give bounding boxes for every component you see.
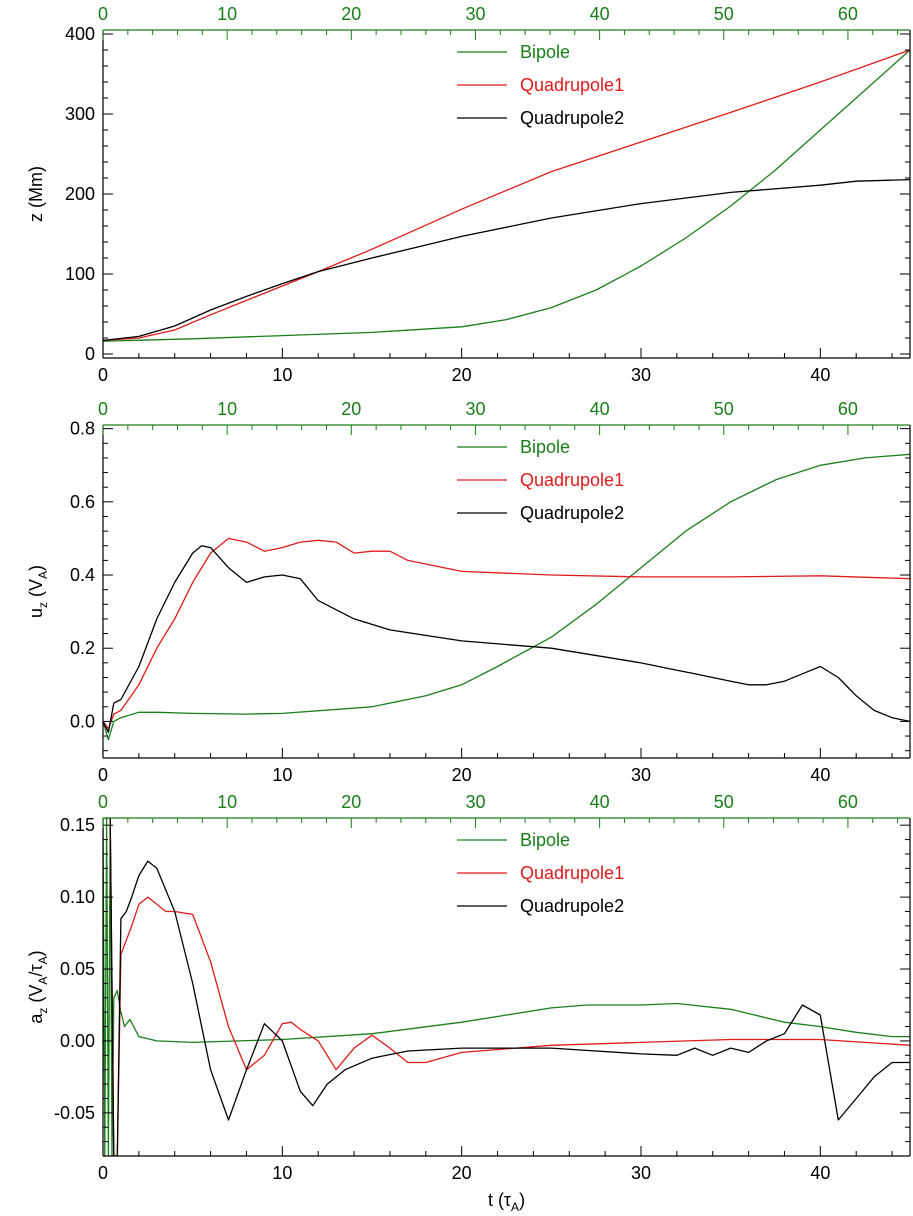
top-x-tick-label: 40 [590, 399, 610, 419]
legend-label-quadrupole1: Quadrupole1 [520, 75, 624, 95]
y-tick-label: 0.0 [70, 711, 95, 731]
legend-label-bipole: Bipole [520, 42, 570, 62]
y-tick-label: 0.2 [70, 638, 95, 658]
y-tick-label: 0.4 [70, 565, 95, 585]
series-line-quadrupole1 [103, 818, 910, 1156]
x-tick-label: 10 [272, 765, 292, 785]
series-line-quadrupole2 [103, 545, 910, 734]
legend-label-quadrupole2: Quadrupole2 [520, 108, 624, 128]
top-x-tick-label: 30 [465, 792, 485, 812]
legend-label-quadrupole1: Quadrupole1 [520, 470, 624, 490]
series-line-quadrupole1 [103, 537, 910, 730]
y-tick-label: 0.00 [60, 1031, 95, 1051]
y-tick-label: 0 [85, 344, 95, 364]
y-axis-label: az (VA/τA) [26, 950, 50, 1023]
x-axis-label: t (τA) [488, 1190, 525, 1214]
top-x-tick-label: 50 [714, 4, 734, 24]
top-x-tick-label: 0 [98, 4, 108, 24]
y-tick-label: 0.8 [70, 419, 95, 439]
x-tick-label: 20 [452, 765, 472, 785]
y-tick-label: 0.10 [60, 887, 95, 907]
legend-label-bipole: Bipole [520, 830, 570, 850]
top-x-tick-label: 10 [217, 399, 237, 419]
x-tick-label: 0 [98, 765, 108, 785]
series-line-bipole [103, 49, 910, 342]
legend-label-quadrupole2: Quadrupole2 [520, 896, 624, 916]
y-axis-label: uz (VA) [26, 565, 50, 618]
series-line-quadrupole1 [103, 49, 910, 342]
series-line-quadrupole2 [103, 178, 910, 342]
y-tick-label: 0.15 [60, 815, 95, 835]
top-x-tick-label: 50 [714, 792, 734, 812]
chart-panel-2: 0 10 20 30 40 0 10 20 30 40 50 60 0.0 0.2 0.4 0.6 0.8 uz … [26, 399, 911, 785]
top-x-tick-label: 60 [838, 792, 858, 812]
top-x-tick-label: 40 [590, 4, 610, 24]
y-tick-label: -0.05 [54, 1103, 95, 1123]
x-tick-label: 30 [631, 765, 651, 785]
top-x-tick-label: 10 [217, 792, 237, 812]
x-tick-label: 10 [272, 365, 292, 385]
x-tick-label: 0 [98, 1163, 108, 1183]
top-x-tick-label: 60 [838, 399, 858, 419]
top-x-tick-label: 50 [714, 399, 734, 419]
x-tick-label: 20 [452, 1163, 472, 1183]
x-tick-label: 0 [98, 365, 108, 385]
legend-label-quadrupole2: Quadrupole2 [520, 503, 624, 523]
y-tick-label: 0.6 [70, 492, 95, 512]
x-tick-label: 40 [810, 765, 830, 785]
top-x-tick-label: 60 [838, 4, 858, 24]
series-line-bipole [103, 818, 910, 1156]
series-line-quadrupole2 [103, 818, 910, 1156]
x-tick-label: 40 [810, 1163, 830, 1183]
x-tick-label: 40 [810, 365, 830, 385]
top-x-tick-label: 40 [590, 792, 610, 812]
y-tick-label: 100 [65, 264, 95, 284]
top-x-tick-label: 30 [465, 399, 485, 419]
top-x-tick-label: 0 [98, 792, 108, 812]
series-line-bipole [103, 453, 910, 741]
top-x-tick-label: 20 [341, 792, 361, 812]
top-x-tick-label: 10 [217, 4, 237, 24]
y-tick-label: 400 [65, 24, 95, 44]
y-tick-label: 200 [65, 184, 95, 204]
y-axis-label: z (Mm) [26, 166, 46, 222]
x-tick-label: 30 [631, 365, 651, 385]
top-x-tick-label: 20 [341, 4, 361, 24]
legend-label-bipole: Bipole [520, 437, 570, 457]
x-tick-label: 20 [452, 365, 472, 385]
y-tick-label: 300 [65, 104, 95, 124]
legend-label-quadrupole1: Quadrupole1 [520, 863, 624, 883]
top-x-tick-label: 30 [465, 4, 485, 24]
y-tick-label: 0.05 [60, 959, 95, 979]
top-x-tick-label: 0 [98, 399, 108, 419]
x-tick-label: 10 [272, 1163, 292, 1183]
chart-panel-3: 0 10 20 30 40 0 10 20 30 40 50 60 -0.05 0.00 0.05 0.10 0… [26, 792, 911, 1214]
top-x-tick-label: 20 [341, 399, 361, 419]
x-tick-label: 30 [631, 1163, 651, 1183]
